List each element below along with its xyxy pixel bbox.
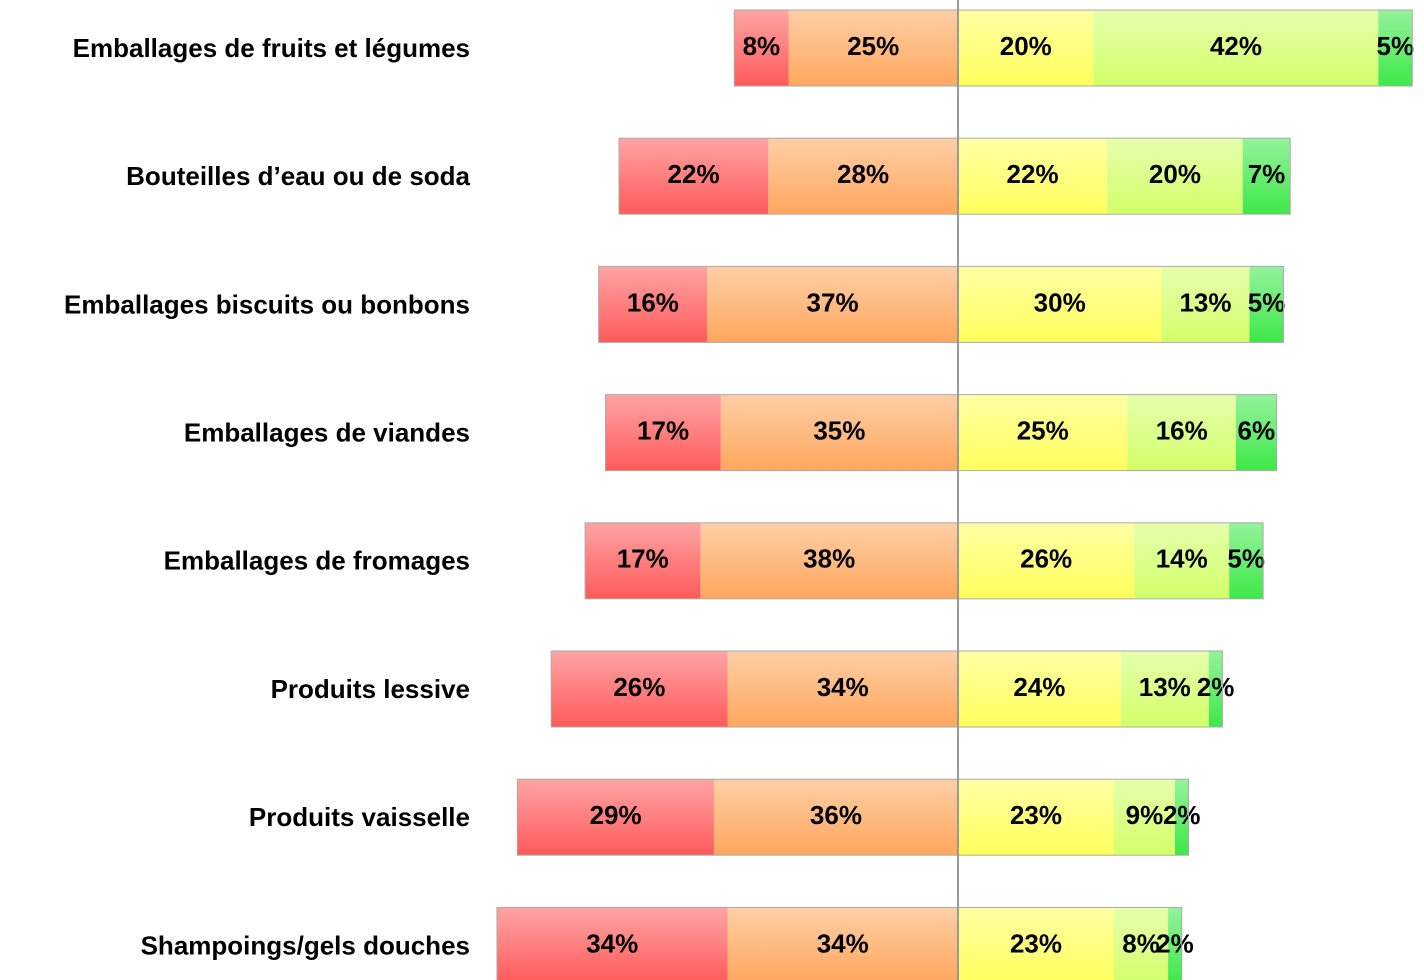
bar-shine xyxy=(1093,10,1379,86)
value-label: 34% xyxy=(817,672,869,702)
bar-shine xyxy=(727,907,958,980)
bar-outline xyxy=(516,778,1190,856)
value-label: 17% xyxy=(617,544,669,574)
bar-shine xyxy=(720,394,958,471)
bar-shine xyxy=(734,10,789,86)
value-label: 23% xyxy=(1010,800,1062,830)
value-label: 7% xyxy=(1248,159,1286,189)
value-label: 42% xyxy=(1210,31,1262,61)
bar-shine xyxy=(727,651,958,727)
bar-shine xyxy=(1229,522,1264,599)
value-label: 14% xyxy=(1156,544,1208,574)
bar-shine xyxy=(1235,394,1277,471)
bar-shine xyxy=(958,394,1128,471)
value-label: 5% xyxy=(1227,544,1265,574)
value-label: 30% xyxy=(1034,287,1086,317)
category-label: Shampoings/gels douches xyxy=(141,930,470,960)
value-label: 20% xyxy=(1000,31,1052,61)
value-label: 2% xyxy=(1163,800,1201,830)
bar-shine xyxy=(958,651,1121,727)
bar-shine xyxy=(788,10,958,86)
bar-outline xyxy=(733,9,1413,87)
bar-shine xyxy=(517,779,714,856)
value-label: 25% xyxy=(1017,415,1069,445)
value-label: 28% xyxy=(837,159,889,189)
category-label: Bouteilles d’eau ou de soda xyxy=(126,161,470,191)
bar-outline xyxy=(618,137,1291,215)
category-label: Emballages de fromages xyxy=(164,546,470,576)
bar-shine xyxy=(958,266,1162,343)
bar-outline xyxy=(550,650,1223,728)
value-label: 13% xyxy=(1139,672,1191,702)
value-label: 8% xyxy=(743,31,781,61)
value-label: 5% xyxy=(1377,31,1415,61)
value-label: 36% xyxy=(810,800,862,830)
bar-shine xyxy=(598,266,708,343)
bar-shine xyxy=(1127,394,1236,471)
bar-shine xyxy=(707,266,958,343)
bar-shine xyxy=(1378,10,1413,86)
bar-shine xyxy=(1107,138,1243,215)
value-label: 29% xyxy=(590,800,642,830)
category-label: Emballages biscuits ou bonbons xyxy=(64,289,470,319)
bar-shine xyxy=(551,651,728,727)
bar-shine xyxy=(700,522,958,599)
bar-shine xyxy=(1134,522,1230,599)
value-label: 22% xyxy=(1007,159,1059,189)
bar-shine xyxy=(619,138,769,215)
bar-shine xyxy=(713,779,958,856)
value-label: 16% xyxy=(1156,415,1208,445)
value-label: 22% xyxy=(668,159,720,189)
bar-outline xyxy=(584,522,1264,600)
bar-shine xyxy=(1161,266,1250,343)
bar-shine xyxy=(1168,907,1182,980)
value-label: 26% xyxy=(1020,544,1072,574)
value-label: 25% xyxy=(847,31,899,61)
value-label: 2% xyxy=(1197,672,1235,702)
bar-shine xyxy=(585,522,701,599)
bar-shine xyxy=(1208,651,1223,727)
value-label: 8% xyxy=(1122,928,1160,958)
bar-shine xyxy=(496,907,728,980)
value-label: 2% xyxy=(1156,928,1194,958)
bar-shine xyxy=(1120,651,1209,727)
bar-shine xyxy=(1174,779,1189,856)
value-label: 23% xyxy=(1010,928,1062,958)
value-label: 37% xyxy=(807,287,859,317)
value-label: 34% xyxy=(817,928,869,958)
value-label: 6% xyxy=(1238,415,1276,445)
bar-shine xyxy=(1113,779,1175,856)
bar-outline xyxy=(604,394,1278,472)
value-label: 17% xyxy=(637,415,689,445)
value-label: 13% xyxy=(1179,287,1231,317)
value-label: 24% xyxy=(1013,672,1065,702)
category-label: Emballages de viandes xyxy=(184,417,470,447)
bar-shine xyxy=(958,10,1094,86)
bar-shine xyxy=(958,779,1114,856)
bar-shine xyxy=(768,138,958,215)
bar-outline xyxy=(496,906,1183,980)
bar-shine xyxy=(1242,138,1291,215)
category-label: Produits lessive xyxy=(271,674,470,704)
bar-shine xyxy=(958,138,1108,215)
category-label: Emballages de fruits et légumes xyxy=(73,33,470,63)
bar-shine xyxy=(605,394,721,471)
value-label: 9% xyxy=(1126,800,1164,830)
bar-shine xyxy=(1249,266,1284,343)
value-label: 16% xyxy=(627,287,679,317)
category-label: Produits vaisselle xyxy=(249,802,470,832)
value-label: 26% xyxy=(613,672,665,702)
value-label: 34% xyxy=(586,928,638,958)
value-label: 38% xyxy=(803,544,855,574)
bar-shine xyxy=(958,522,1135,599)
bar-shine xyxy=(1113,907,1169,980)
value-label: 35% xyxy=(813,415,865,445)
value-label: 5% xyxy=(1248,287,1286,317)
value-label: 20% xyxy=(1149,159,1201,189)
bar-outline xyxy=(598,265,1284,343)
bar-shine xyxy=(958,907,1114,980)
